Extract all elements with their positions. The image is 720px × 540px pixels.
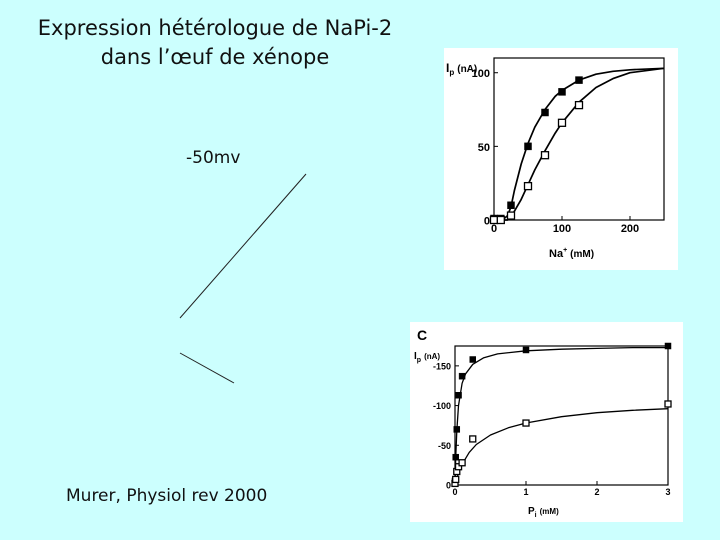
na-open-square-point <box>557 118 567 127</box>
na-open-square-point <box>489 215 499 225</box>
na-open-square-point <box>574 100 584 110</box>
na-concentration-chart: Ip (nA) Na+ (mM) 0 100 200 0 50 100 <box>444 48 678 270</box>
na-open-square-point <box>540 151 550 160</box>
pi-plot-area: 0 1 2 3 0 -50 -100 -150 <box>433 342 672 497</box>
pi-chart-svg: C Ip (nA) Pi (mM) 0 1 2 3 0 -50 -100 -150 <box>414 327 672 519</box>
pi-filled-square-point <box>452 453 459 461</box>
pi-x-tick-label: 2 <box>594 487 599 497</box>
trace-segment-lower <box>179 352 235 384</box>
na-ylabel-sub: p <box>449 68 454 77</box>
pi-filled-square-point <box>664 342 672 350</box>
trace-segment-upper <box>179 173 307 319</box>
pi-x-axis-title: Pi (mM) <box>528 506 559 519</box>
na-xlabel-main: Na <box>549 248 564 260</box>
citation: Murer, Physiol rev 2000 <box>66 486 268 506</box>
pi-xlabel-unit: (mM) <box>540 507 559 516</box>
pi-open-square-point <box>522 419 530 427</box>
na-x-tick-label: 100 <box>553 223 571 235</box>
na-fit-curve-2 <box>494 67 665 221</box>
voltage-label: -50mv <box>186 148 241 168</box>
pi-open-square-point <box>458 459 466 467</box>
svg-text:Pi(mM): Pi (mM) <box>528 506 559 519</box>
pi-panel-label: C <box>417 327 427 343</box>
pi-ylabel-main: I <box>414 351 417 362</box>
na-open-square-point <box>506 211 516 220</box>
na-open-square-point <box>523 181 533 191</box>
na-x-tick-label: 200 <box>621 223 639 235</box>
pi-y-tick-label: -100 <box>433 401 451 411</box>
na-x-tick-label: 0 <box>491 223 497 235</box>
pi-xlabel-main: P <box>528 506 535 517</box>
na-ylabel-unit: (nA) <box>457 64 477 75</box>
na-filled-square-point <box>541 108 549 117</box>
pi-filled-square-point <box>522 346 530 354</box>
na-x-axis-title: Na+ (mM) <box>549 247 594 260</box>
pi-filled-square-point <box>469 356 476 363</box>
na-open-square-point <box>496 215 505 225</box>
title-line-1: Expression hétérologue de NaPi-2 <box>37 16 393 40</box>
pi-x-tick-label: 3 <box>665 487 670 497</box>
na-y-tick-label: 100 <box>472 68 490 80</box>
title-line-2: dans l’œuf de xénope <box>100 45 330 69</box>
na-xlabel-sup: + <box>563 247 567 254</box>
na-y-tick-label: 50 <box>478 142 490 154</box>
pi-y-tick-label: 0 <box>446 481 451 491</box>
slide-title: Expression hétérologue de NaPi-2 dans l’… <box>0 14 430 72</box>
pi-concentration-chart: C Ip (nA) Pi (mM) 0 1 2 3 0 -50 -100 -150 <box>410 322 683 522</box>
na-xlabel-unit: (mM) <box>570 249 594 260</box>
pi-y-tick-label: -150 <box>433 361 451 371</box>
na-filled-square-point <box>524 142 532 151</box>
na-y-axis-title: Ip (nA) <box>446 61 477 77</box>
pi-filled-square-point <box>455 391 462 399</box>
pi-x-tick-label: 0 <box>452 487 457 497</box>
svg-text:Ip(nA): Ip (nA) <box>446 61 477 77</box>
na-plot-frame <box>493 57 665 221</box>
pi-y-axis-title: Ip (nA) <box>414 351 440 364</box>
pi-open-square-point <box>452 475 460 484</box>
pi-open-square-point <box>469 435 477 443</box>
svg-text:Na+(mM): Na+ (mM) <box>549 247 594 260</box>
svg-text:Ip(nA): Ip (nA) <box>414 351 440 364</box>
pi-ylabel-sub: p <box>417 357 421 364</box>
na-filled-square-point <box>558 88 566 96</box>
na-filled-square-point <box>507 201 515 210</box>
na-ylabel-main: I <box>446 61 449 75</box>
pi-filled-square-point <box>453 426 461 433</box>
pi-ylabel-unit: (nA) <box>424 352 440 361</box>
pi-filled-square-point <box>458 372 466 380</box>
pi-open-square-point <box>664 400 672 408</box>
pi-fit-curve-2 <box>454 408 669 486</box>
na-filled-square-point <box>575 76 583 84</box>
pi-plot-frame <box>454 345 669 486</box>
na-plot-area: 0 100 200 0 50 100 <box>472 57 665 235</box>
pi-xlabel-sub: i <box>535 512 537 519</box>
pi-x-tick-label: 1 <box>523 487 528 497</box>
pi-y-tick-label: -50 <box>438 441 451 451</box>
na-fit-curve-1 <box>493 67 665 221</box>
na-y-tick-label: 0 <box>484 216 490 228</box>
na-chart-svg: Ip (nA) Na+ (mM) 0 100 200 0 50 100 <box>446 57 665 260</box>
